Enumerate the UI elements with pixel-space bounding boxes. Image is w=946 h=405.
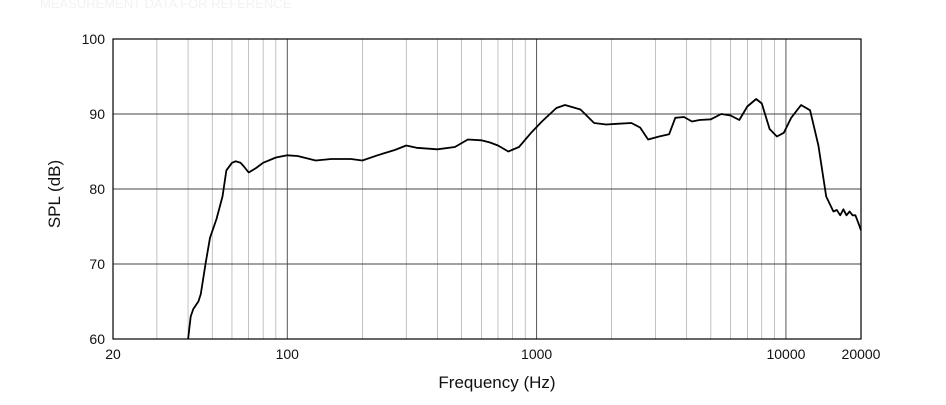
x-tick-labels: 20 100 1000 10000 20000 [105, 346, 880, 362]
x-tick-label: 1000 [521, 346, 552, 362]
y-tick-label: 80 [89, 181, 105, 197]
y-axis-title: SPL (dB) [45, 160, 64, 228]
x-axis-title: Frequency (Hz) [438, 373, 555, 392]
y-tick-label: 100 [82, 31, 106, 47]
x-tick-label: 20000 [842, 346, 881, 362]
y-tick-label: 70 [89, 256, 105, 272]
x-tick-label: 20 [105, 346, 121, 362]
y-tick-labels: 60 70 80 90 100 [82, 31, 106, 347]
plot-frame [112, 38, 862, 340]
y-tick-label: 90 [89, 106, 105, 122]
major-gridlines [113, 39, 861, 339]
x-tick-label: 10000 [766, 346, 805, 362]
y-tick-label: 60 [89, 331, 105, 347]
series-line-spl [187, 98, 862, 340]
x-tick-label: 100 [276, 346, 300, 362]
chart-watermark: MEASUREMENT DATA FOR REFERENCE [40, 0, 292, 11]
